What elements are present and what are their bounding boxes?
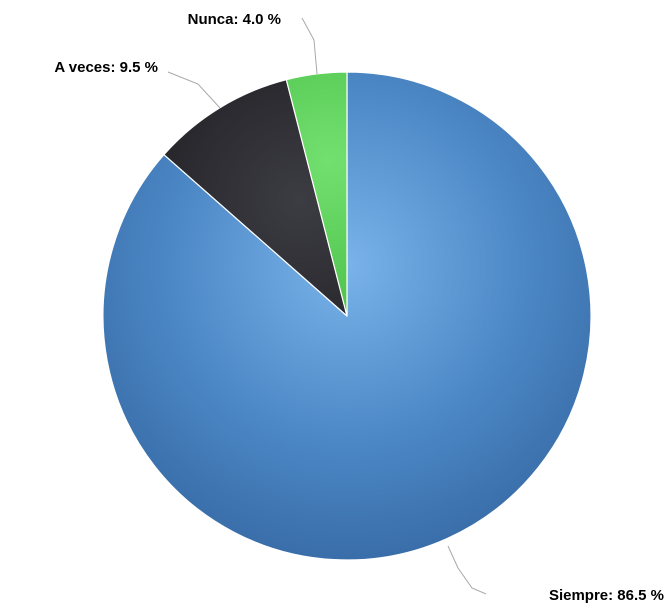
pie-slices bbox=[102, 71, 592, 561]
data-labels: Siempre: 86.5 % A veces: 9.5 % Nunca: 4.… bbox=[54, 11, 664, 604]
connector-nunca bbox=[301, 17, 318, 75]
data-label-a-veces: A veces: 9.5 % bbox=[54, 59, 158, 76]
pie-slice-nunca bbox=[285, 71, 348, 317]
label-connectors bbox=[167, 17, 487, 595]
data-label-siempre: Siempre: 86.5 % bbox=[549, 587, 664, 604]
data-label-nunca: Nunca: 4.0 % bbox=[188, 11, 281, 28]
connector-siempre bbox=[447, 545, 487, 595]
connector-a-veces bbox=[167, 71, 221, 109]
